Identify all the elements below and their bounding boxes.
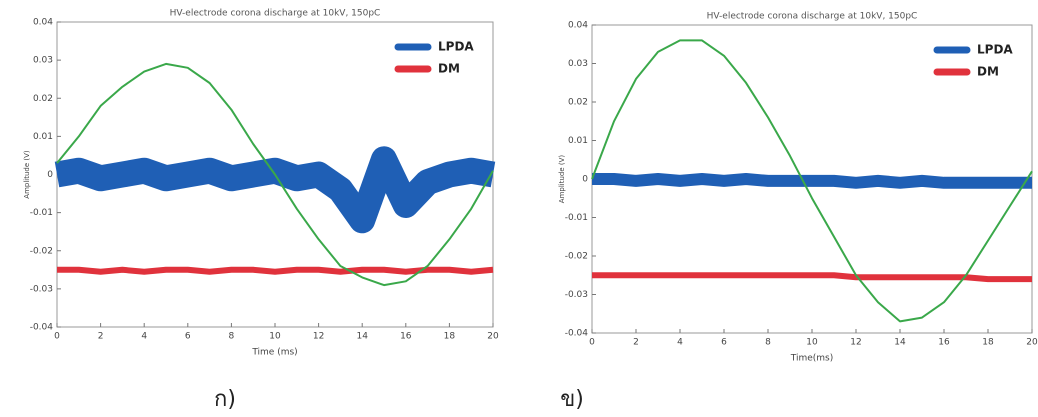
x-tick-label: 20	[1026, 338, 1038, 348]
x-tick-label: 16	[400, 332, 412, 342]
series-line	[591, 39, 1033, 323]
x-tick-label: 18	[444, 332, 456, 342]
y-tick-label: 0.03	[33, 56, 53, 66]
x-tick-label: 2	[633, 338, 639, 348]
x-tick-label: 0	[589, 338, 595, 348]
y-tick-label: 0.03	[568, 59, 588, 69]
caption: ก)	[214, 387, 236, 412]
x-tick-label: 6	[721, 338, 727, 348]
x-tick-label: 0	[54, 332, 60, 342]
caption: ข)	[560, 387, 584, 412]
y-tick-label: 0	[47, 170, 53, 180]
y-tick-label: 0.02	[33, 94, 53, 104]
x-tick-label: 10	[806, 338, 818, 348]
x-tick-label: 14	[894, 338, 906, 348]
series-line	[57, 266, 494, 275]
y-tick-label: 0.04	[33, 18, 53, 28]
y-tick-label: -0.02	[30, 246, 53, 256]
x-tick-label: 6	[185, 332, 191, 342]
x-axis-label: Time (ms)	[251, 348, 297, 358]
x-tick-label: 18	[982, 338, 994, 348]
series-line	[592, 173, 1032, 189]
x-tick-label: 8	[765, 338, 771, 348]
y-tick-label: 0.01	[568, 136, 588, 146]
x-tick-label: 12	[850, 338, 861, 348]
x-tick-label: 16	[938, 338, 950, 348]
x-tick-label: 4	[141, 332, 147, 342]
x-tick-label: 8	[229, 332, 235, 342]
chart-title: HV-electrode corona discharge at 10kV, 1…	[170, 9, 381, 19]
x-tick-label: 2	[98, 332, 104, 342]
series-line	[56, 62, 494, 287]
y-tick-label: 0.02	[568, 98, 588, 108]
x-tick-label: 14	[356, 332, 368, 342]
series-line	[592, 272, 1032, 283]
legend-label: DM	[977, 65, 999, 79]
x-tick-label: 10	[269, 332, 281, 342]
y-tick-label: -0.01	[30, 208, 53, 218]
legend-label: LPDA	[977, 43, 1013, 57]
y-tick-label: 0	[582, 175, 588, 185]
y-axis-label: Amplitude (V)	[558, 155, 566, 204]
y-tick-label: -0.04	[30, 323, 54, 333]
y-tick-label: 0.01	[33, 132, 53, 142]
y-axis-label: Amplitude (V)	[23, 150, 31, 199]
y-tick-label: -0.02	[565, 252, 588, 262]
x-axis-label: Time(ms)	[790, 354, 834, 364]
y-tick-label: -0.03	[565, 290, 588, 300]
x-tick-label: 12	[313, 332, 324, 342]
y-tick-label: -0.03	[30, 284, 53, 294]
legend-label: LPDA	[438, 40, 474, 54]
x-tick-label: 20	[487, 332, 499, 342]
y-tick-label: -0.01	[565, 213, 588, 223]
y-tick-label: -0.04	[565, 329, 589, 339]
x-tick-label: 4	[677, 338, 683, 348]
y-tick-label: 0.04	[568, 21, 588, 31]
series-line	[54, 146, 496, 234]
chart-title: HV-electrode corona discharge at 10kV, 1…	[707, 12, 918, 22]
legend-label: DM	[438, 62, 460, 76]
